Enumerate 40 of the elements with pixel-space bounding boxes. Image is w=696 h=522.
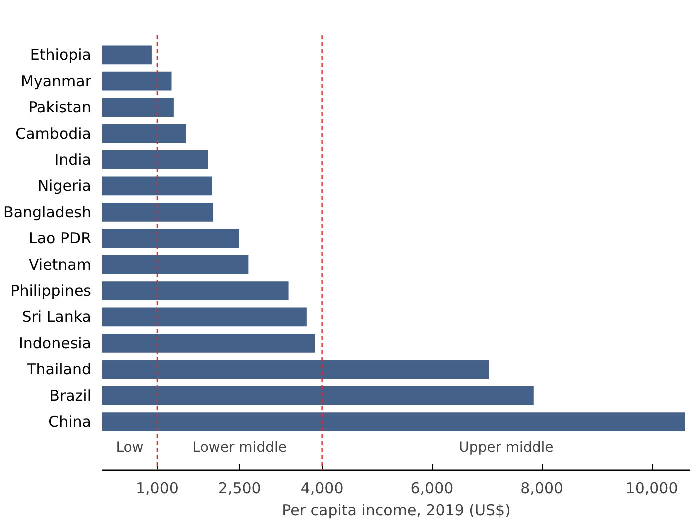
y-tick-label: Bangladesh [4,203,92,222]
y-tick-label: Brazil [50,386,92,405]
y-tick-label: Indonesia [18,334,92,352]
x-tick-label: 1,000 [136,480,179,498]
bar [102,334,316,353]
x-tick-label: 10,000 [626,480,678,498]
bar [102,360,490,380]
bar [102,412,686,432]
y-tick-label: Myanmar [21,72,92,90]
bar [102,46,152,65]
y-tick-label: Lao PDR [28,230,92,248]
bar [102,124,186,144]
bar [102,72,172,91]
annotation: Lower middle [192,440,287,456]
bar [102,202,214,222]
y-tick-label: Pakistan [28,98,92,117]
bar [102,98,174,117]
bar [102,308,307,327]
bar [102,176,212,196]
y-tick-label: Nigeria [38,177,92,196]
annotation: Low [116,440,144,456]
bar [102,386,534,406]
y-tick-label: Sri Lanka [22,308,92,326]
x-tick-label: 8,000 [520,480,564,498]
bar [102,282,289,300]
annotation: Upper middle [459,440,554,456]
x-tick-label: 6,000 [410,480,454,498]
bar [102,229,240,248]
x-tick-label: 4,000 [300,480,344,498]
bar [102,255,249,274]
y-tick-label: Ethiopia [30,46,92,64]
y-tick-label: Vietnam [28,256,92,274]
y-tick-label: Philippines [10,282,92,300]
x-axis-title: Per capita income, 2019 (US$) [282,502,511,520]
x-tick-label: 2,500 [218,480,262,498]
y-tick-label: India [54,150,92,169]
bar [102,150,208,170]
y-tick-label: Thailand [26,360,92,379]
y-tick-label: Cambodia [16,124,92,143]
y-tick-label: China [48,413,92,432]
